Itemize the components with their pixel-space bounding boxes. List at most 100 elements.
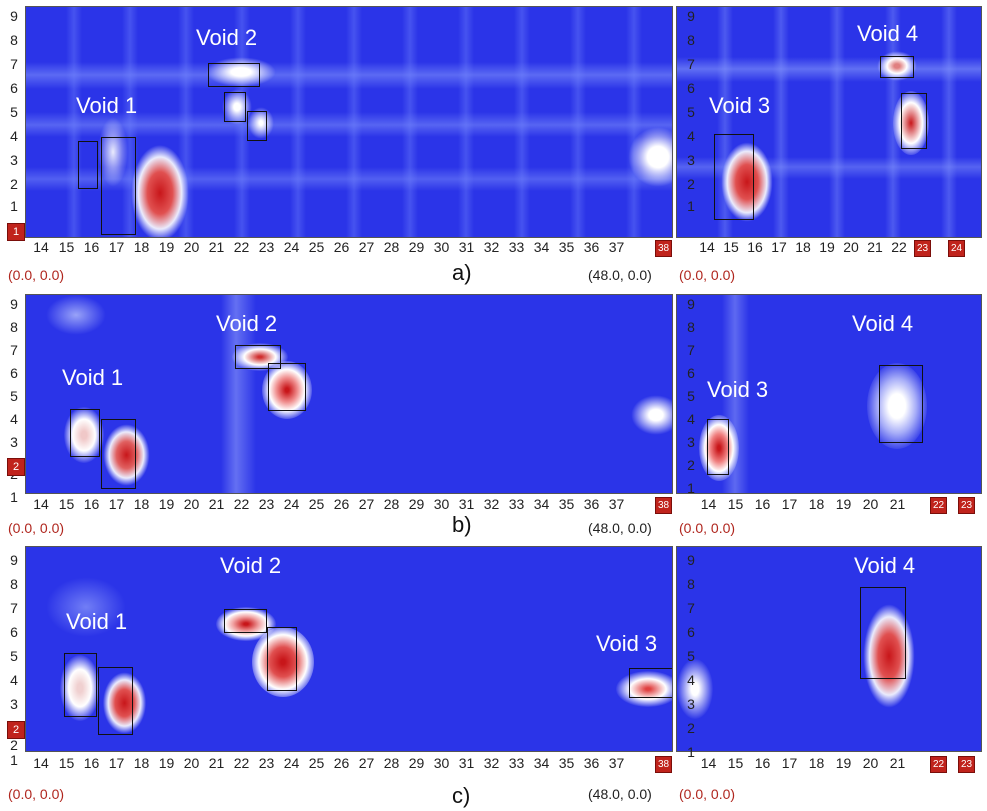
tick-label: 2: [10, 176, 18, 192]
tick-label: 21: [208, 496, 225, 512]
scan-left-a[interactable]: Void 1 Void 2: [25, 6, 673, 238]
tick-label: 16: [754, 496, 771, 512]
tick-label: 30: [433, 496, 450, 512]
tick-label: 20: [183, 496, 200, 512]
tick-label: 4: [10, 411, 18, 427]
void-box: [78, 141, 98, 189]
tick-label: 14: [699, 239, 715, 255]
tick-label: 6: [687, 365, 695, 381]
tick-label: 22: [233, 496, 250, 512]
tick-label: 32: [483, 755, 500, 771]
tick-label: 21: [208, 755, 225, 771]
x-axis-left: 14 15 16 17 18 19 20 21 22 23 24 25 26 27 28 29 30 31 32 33…: [28, 755, 629, 773]
tick-label: 23: [258, 239, 275, 255]
coord-readout: (0.0, 0.0): [8, 520, 65, 536]
tick-label: 29: [408, 496, 425, 512]
tick-label: 19: [158, 755, 175, 771]
void-box: [707, 419, 729, 475]
void-box: [208, 63, 260, 87]
end-badge: 22: [930, 497, 948, 514]
end-badge: 24: [948, 240, 966, 257]
tick-label: 7: [687, 56, 695, 72]
scan-right-b[interactable]: Void 3 Void 4: [676, 294, 982, 494]
void-label: Void 3: [709, 93, 771, 118]
tick-label: 7: [10, 342, 18, 358]
y-axis-right: 9 8 7 6 5 4 3 2 1: [684, 8, 698, 224]
tick-label: 15: [58, 496, 75, 512]
layer-badge[interactable]: 2: [7, 458, 25, 476]
void-label: Void 2: [196, 25, 258, 50]
tick-label: 22: [891, 239, 907, 255]
coord-readout: (0.0, 0.0): [8, 786, 65, 802]
tick-label: 35: [558, 755, 575, 771]
tick-label: 4: [10, 672, 18, 688]
tick-label: 15: [723, 239, 739, 255]
void-box: [880, 56, 914, 78]
tick-label: 31: [458, 755, 475, 771]
tick-label: 5: [10, 388, 18, 404]
scan-left-c[interactable]: Void 1 Void 2 Void 3: [25, 546, 673, 752]
tick-label: 4: [687, 672, 695, 688]
tick-label: 37: [608, 496, 625, 512]
void-label: Void 4: [854, 553, 916, 578]
panel-c: 9 8 7 6 5 4 3 2 1 2 Void 1 Void 2 Void 3…: [0, 540, 987, 811]
tick-label: 8: [10, 576, 18, 592]
panel-caption: a): [452, 260, 472, 285]
tick-label: 9: [687, 552, 695, 568]
tick-label: 33: [508, 496, 525, 512]
tick-label: 3: [10, 434, 18, 450]
layer-badge[interactable]: 1: [7, 223, 25, 241]
void-label: Void 1: [62, 365, 124, 390]
tick-label: 5: [687, 388, 695, 404]
void-box: [247, 111, 267, 141]
tick-label: 7: [10, 56, 18, 72]
void-label: Void 2: [220, 553, 282, 578]
tick-label: 19: [835, 496, 852, 512]
coord-readout: (0.0, 0.0): [679, 520, 736, 536]
tick-label: 15: [58, 239, 75, 255]
tick-label: 1: [10, 198, 18, 214]
tick-label: 5: [10, 104, 18, 120]
scan-left-b[interactable]: Void 1 Void 2: [25, 294, 673, 494]
void-box: [64, 653, 97, 717]
tick-label: 25: [308, 239, 325, 255]
tick-label: 26: [333, 496, 350, 512]
tick-label: 25: [308, 496, 325, 512]
tick-label: 3: [687, 434, 695, 450]
end-badge: 38: [655, 756, 673, 773]
layer-badge[interactable]: 2: [7, 721, 25, 739]
tick-label: 32: [483, 496, 500, 512]
tick-label: 20: [183, 755, 200, 771]
tick-label: 14: [33, 496, 49, 512]
tick-label: 24: [283, 496, 300, 512]
tick-label: 28: [383, 755, 400, 771]
tick-label: 8: [10, 319, 18, 335]
tick-label: 3: [10, 152, 18, 168]
tick-label: 30: [433, 755, 450, 771]
tick-label: 2: [10, 737, 18, 753]
tick-label: 2: [687, 176, 695, 192]
void-box: [224, 609, 267, 633]
tick-label: 9: [10, 8, 18, 24]
tick-label: 19: [158, 239, 175, 255]
tick-label: 17: [108, 239, 125, 255]
scan-right-a[interactable]: Void 3 Void 4: [676, 6, 982, 238]
void-label: Void 1: [66, 609, 128, 634]
tick-label: 20: [862, 496, 879, 512]
end-badge: 22: [930, 756, 948, 773]
tick-label: 20: [183, 239, 200, 255]
scan-right-c[interactable]: Void 4: [676, 546, 982, 752]
void-label: Void 3: [707, 377, 769, 402]
tick-label: 27: [358, 755, 375, 771]
coord-readout: (48.0, 0.0): [588, 267, 652, 283]
x-axis-right: 14 15 16 17 18 19 20 21: [695, 496, 911, 514]
tick-label: 18: [133, 755, 150, 771]
end-badge: 38: [655, 240, 673, 257]
void-box: [101, 137, 136, 235]
tick-label: 25: [308, 755, 325, 771]
tick-label: 32: [483, 239, 500, 255]
tick-label: 28: [383, 239, 400, 255]
tick-label: 17: [781, 496, 798, 512]
tick-label: 8: [687, 319, 695, 335]
tick-label: 31: [458, 496, 475, 512]
